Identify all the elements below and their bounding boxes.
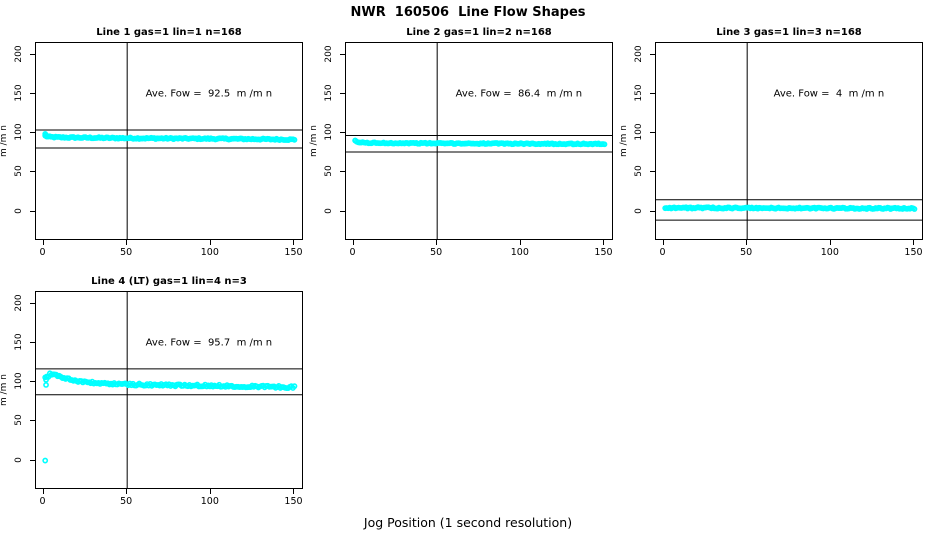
x-tick-mark [519, 240, 521, 245]
subplot-line-4: Line 4 (LT) gas=1 lin=4 n=3 m /m n 0 50 10… [0, 276, 303, 507]
x-tick-mark [662, 240, 664, 245]
subplot-title: Line 2 gas=1 lin=2 n=168 [406, 27, 552, 38]
flow-scatter-plot [656, 43, 922, 239]
x-tick-mark [42, 240, 44, 245]
x-tick-label: 0 [39, 247, 46, 258]
x-tick-mark [126, 489, 128, 494]
avg-flow-annotation: Ave. Fow = 92.5 m /m n [145, 88, 273, 100]
x-tick-label: 100 [510, 247, 529, 258]
plot-area: Ave. Fow = 95.7 m /m n [35, 291, 303, 489]
x-tick-mark [352, 240, 354, 245]
x-tick-label: 50 [120, 496, 133, 507]
main-title: NWR 160506 Line Flow Shapes [350, 5, 586, 20]
x-tick-mark [293, 240, 295, 245]
y-axis-label: m /m n [309, 125, 319, 157]
x-tick-mark [293, 489, 295, 494]
x-tick-label: 150 [284, 496, 303, 507]
x-tick-mark [829, 240, 831, 245]
x-tick-mark [209, 489, 211, 494]
x-tick-label: 100 [820, 247, 839, 258]
x-tick-mark [746, 240, 748, 245]
y-axis-label: m /m n [619, 125, 629, 157]
avg-flow-annotation: Ave. Fow = 4 m /m n [773, 88, 885, 100]
y-axis-label: m /m n [0, 125, 9, 157]
avg-flow-annotation: Ave. Fow = 95.7 m /m n [145, 337, 273, 349]
x-tick-label: 0 [349, 247, 356, 258]
x-tick-mark [209, 240, 211, 245]
x-tick-label: 100 [200, 247, 219, 258]
plot-area: Ave. Fow = 86.4 m /m n [345, 42, 613, 240]
flow-scatter-plot [346, 43, 612, 239]
x-tick-label: 0 [39, 496, 46, 507]
x-tick-mark [913, 240, 915, 245]
subplot-line-1: Line 1 gas=1 lin=1 n=168 m /m n 0 50 100 15… [0, 27, 303, 258]
x-axis-title: Jog Position (1 second resolution) [363, 515, 573, 530]
avg-flow-annotation: Ave. Fow = 86.4 m /m n [455, 88, 583, 100]
subplot-line-3: Line 3 gas=1 lin=3 n=168 m /m n 0 50 100 15… [619, 27, 923, 258]
x-tick-label: 50 [430, 247, 443, 258]
x-tick-label: 150 [904, 247, 923, 258]
flow-scatter-plot [36, 292, 302, 488]
subplot-title: Line 3 gas=1 lin=3 n=168 [716, 27, 862, 38]
subplot-title: Line 4 (LT) gas=1 lin=4 n=3 [91, 276, 247, 287]
x-tick-label: 50 [120, 247, 133, 258]
x-tick-label: 0 [659, 247, 666, 258]
x-tick-mark [436, 240, 438, 245]
x-tick-label: 150 [594, 247, 613, 258]
x-tick-label: 150 [284, 247, 303, 258]
flow-scatter-plot [36, 43, 302, 239]
y-axis-label: m /m n [0, 374, 9, 406]
plot-area: Ave. Fow = 4 m /m n [655, 42, 923, 240]
x-tick-label: 100 [200, 496, 219, 507]
x-tick-mark [603, 240, 605, 245]
x-tick-label: 50 [740, 247, 753, 258]
x-tick-mark [42, 489, 44, 494]
subplot-title: Line 1 gas=1 lin=1 n=168 [96, 27, 242, 38]
subplot-line-2: Line 2 gas=1 lin=2 n=168 m /m n 0 50 100 15… [309, 27, 613, 258]
x-tick-mark [126, 240, 128, 245]
plot-area: Ave. Fow = 92.5 m /m n [35, 42, 303, 240]
